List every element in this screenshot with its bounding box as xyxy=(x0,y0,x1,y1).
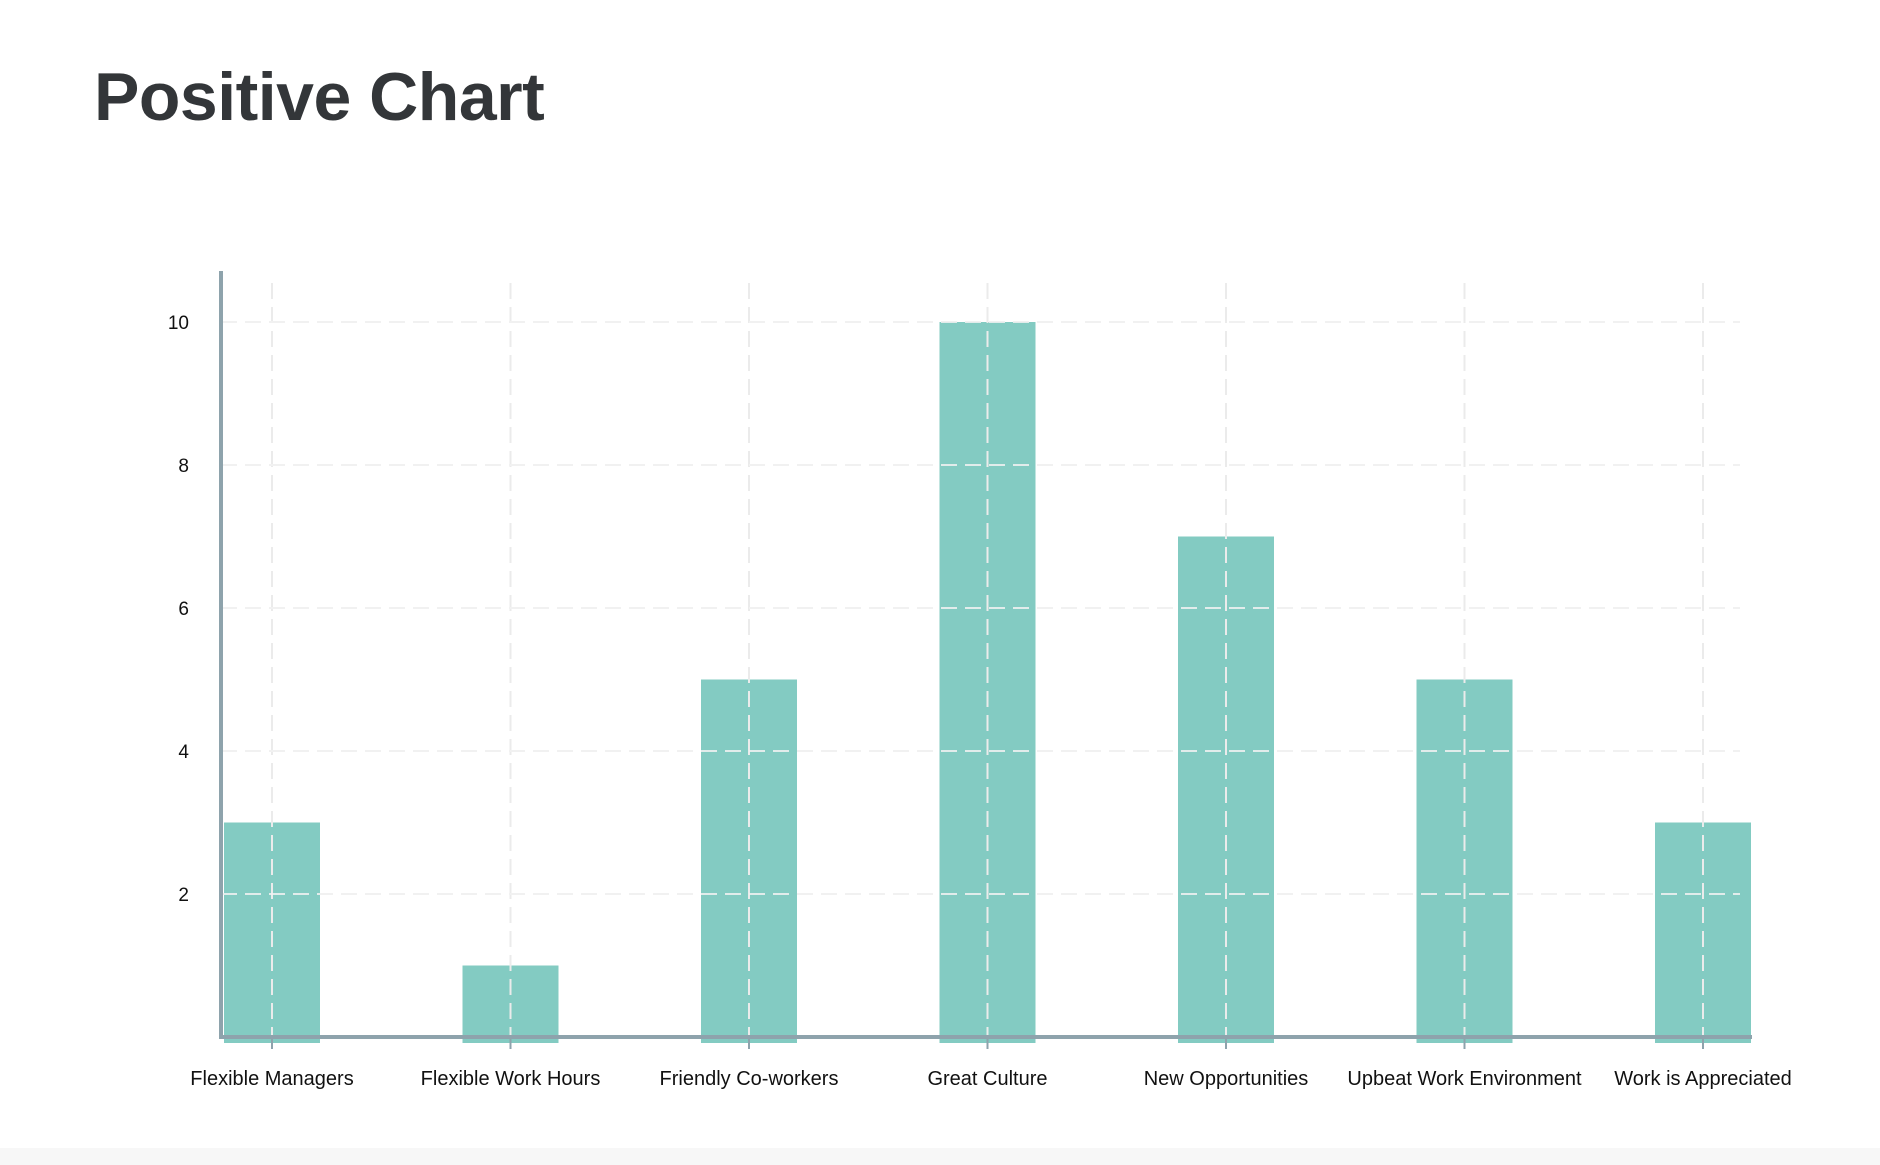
x-category-label: Upbeat Work Environment xyxy=(1347,1068,1582,1090)
x-category-label: Flexible Managers xyxy=(190,1068,353,1090)
footer-band xyxy=(0,1148,1880,1165)
x-category-label: Flexible Work Hours xyxy=(421,1068,601,1090)
x-category-label: Great Culture xyxy=(927,1068,1047,1090)
label-layer: 2 4 6 8 10 Flexible Managers Flexible Work Hou… xyxy=(168,313,1792,1090)
y-tick-label: 10 xyxy=(168,313,189,334)
x-category-label: Friendly Co-workers xyxy=(660,1068,839,1090)
x-category-label: New Opportunities xyxy=(1144,1068,1309,1090)
y-tick-label: 8 xyxy=(178,456,189,477)
vertical-grid-layer xyxy=(221,283,1740,1043)
page-title: Positive Chart xyxy=(94,59,545,135)
axis-layer xyxy=(219,271,1752,1049)
y-tick-label: 6 xyxy=(178,599,189,620)
y-tick-label: 2 xyxy=(178,885,189,906)
y-tick-label: 4 xyxy=(178,742,189,763)
x-category-label: Work is Appreciated xyxy=(1614,1068,1792,1090)
